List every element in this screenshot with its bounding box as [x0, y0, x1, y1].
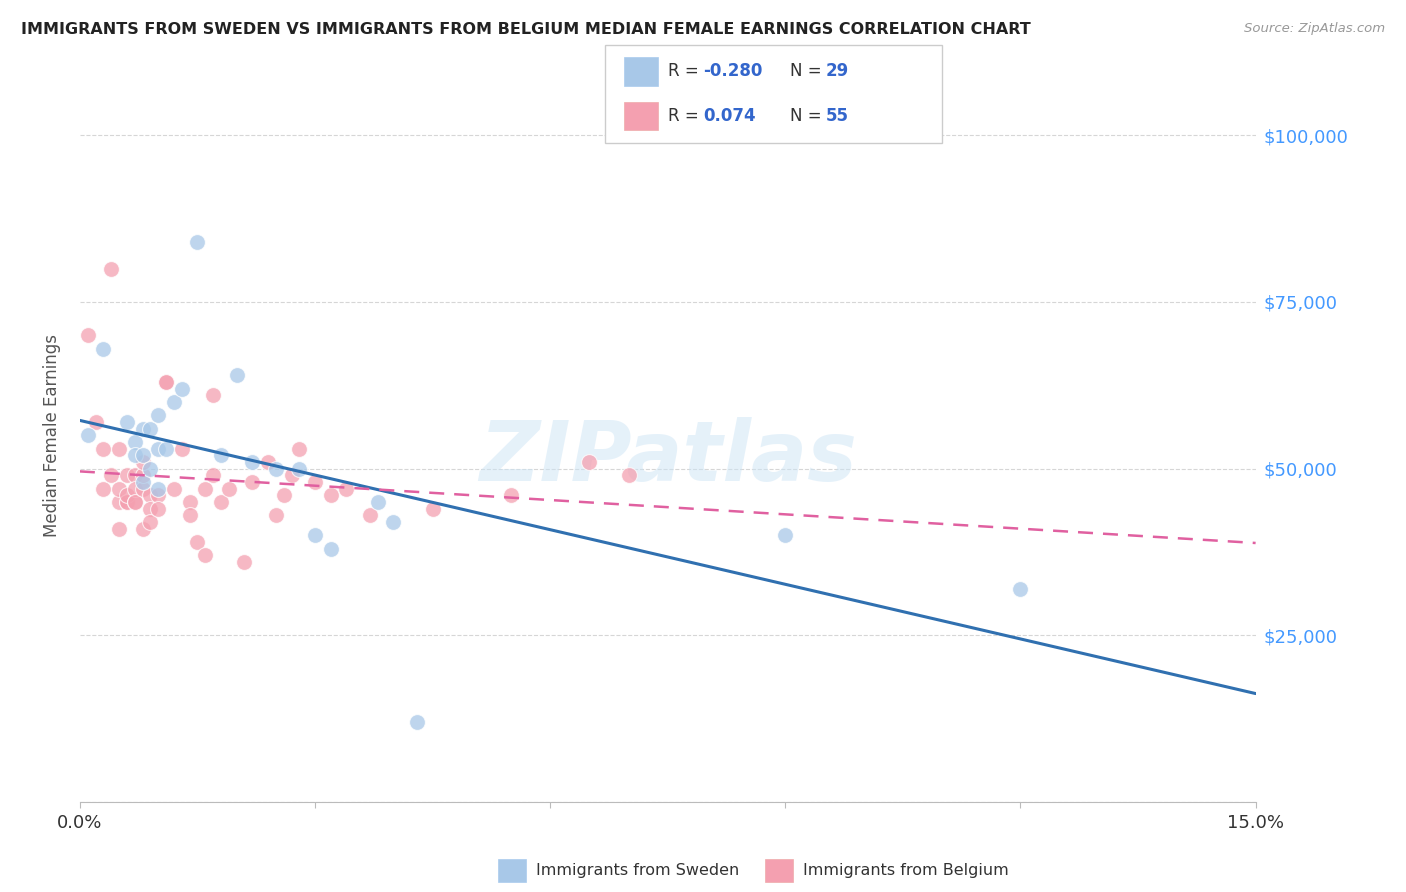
Y-axis label: Median Female Earnings: Median Female Earnings: [44, 334, 60, 537]
Point: [578, 455, 600, 469]
Point: [131, 522, 153, 536]
Point: [304, 475, 326, 489]
Point: [367, 495, 389, 509]
Point: [108, 522, 131, 536]
Point: [288, 442, 311, 456]
Point: [264, 508, 287, 523]
Point: [179, 495, 201, 509]
Point: [124, 495, 146, 509]
Text: Immigrants from Belgium: Immigrants from Belgium: [803, 863, 1008, 878]
Point: [163, 482, 186, 496]
Point: [202, 388, 225, 402]
Point: [186, 534, 208, 549]
Point: [148, 501, 170, 516]
Point: [422, 501, 444, 516]
Point: [170, 382, 193, 396]
Point: [124, 495, 146, 509]
Point: [84, 415, 107, 429]
Point: [93, 482, 115, 496]
Point: [108, 482, 131, 496]
Point: [76, 428, 98, 442]
Text: N =: N =: [790, 62, 827, 80]
Point: [155, 375, 177, 389]
Point: [319, 541, 342, 556]
Point: [209, 495, 232, 509]
Text: IMMIGRANTS FROM SWEDEN VS IMMIGRANTS FROM BELGIUM MEDIAN FEMALE EARNINGS CORRELA: IMMIGRANTS FROM SWEDEN VS IMMIGRANTS FRO…: [21, 22, 1031, 37]
Point: [108, 495, 131, 509]
Point: [131, 482, 153, 496]
Point: [148, 442, 170, 456]
Point: [194, 548, 217, 562]
Point: [139, 421, 162, 435]
Point: [131, 468, 153, 483]
Point: [257, 455, 280, 469]
Point: [240, 475, 263, 489]
Point: [148, 488, 170, 502]
Point: [202, 468, 225, 483]
Text: ZIPatlas: ZIPatlas: [479, 417, 856, 498]
Point: [194, 482, 217, 496]
Point: [218, 482, 240, 496]
Point: [319, 488, 342, 502]
Point: [499, 488, 522, 502]
Point: [148, 482, 170, 496]
Point: [100, 261, 122, 276]
Point: [155, 375, 177, 389]
Point: [131, 475, 153, 489]
Text: 29: 29: [825, 62, 849, 80]
Point: [225, 368, 247, 383]
Point: [93, 442, 115, 456]
Text: -0.280: -0.280: [703, 62, 762, 80]
Point: [124, 448, 146, 462]
Point: [288, 461, 311, 475]
Point: [186, 235, 208, 249]
Point: [131, 448, 153, 462]
Point: [273, 488, 295, 502]
Text: N =: N =: [790, 107, 827, 125]
Point: [131, 455, 153, 469]
Point: [209, 448, 232, 462]
Point: [304, 528, 326, 542]
Point: [124, 482, 146, 496]
Point: [100, 468, 122, 483]
Point: [93, 342, 115, 356]
Point: [139, 515, 162, 529]
Point: [115, 495, 138, 509]
Text: R =: R =: [668, 62, 704, 80]
Point: [139, 488, 162, 502]
Point: [124, 434, 146, 449]
Point: [617, 468, 640, 483]
Point: [1010, 582, 1032, 596]
Text: R =: R =: [668, 107, 709, 125]
Point: [775, 528, 797, 542]
Point: [335, 482, 357, 496]
Point: [115, 495, 138, 509]
Point: [131, 421, 153, 435]
Point: [179, 508, 201, 523]
Point: [233, 555, 256, 569]
Point: [108, 442, 131, 456]
Point: [115, 415, 138, 429]
Point: [139, 461, 162, 475]
Point: [406, 714, 429, 729]
Text: 55: 55: [825, 107, 848, 125]
Text: Immigrants from Sweden: Immigrants from Sweden: [536, 863, 740, 878]
Point: [155, 442, 177, 456]
Point: [240, 455, 263, 469]
Point: [124, 468, 146, 483]
Point: [115, 488, 138, 502]
Text: Source: ZipAtlas.com: Source: ZipAtlas.com: [1244, 22, 1385, 36]
Point: [382, 515, 405, 529]
Point: [264, 461, 287, 475]
Point: [163, 395, 186, 409]
Point: [148, 408, 170, 422]
Point: [280, 468, 302, 483]
Point: [115, 468, 138, 483]
Text: 0.074: 0.074: [703, 107, 755, 125]
Point: [139, 501, 162, 516]
Point: [76, 328, 98, 343]
Point: [170, 442, 193, 456]
Point: [359, 508, 381, 523]
